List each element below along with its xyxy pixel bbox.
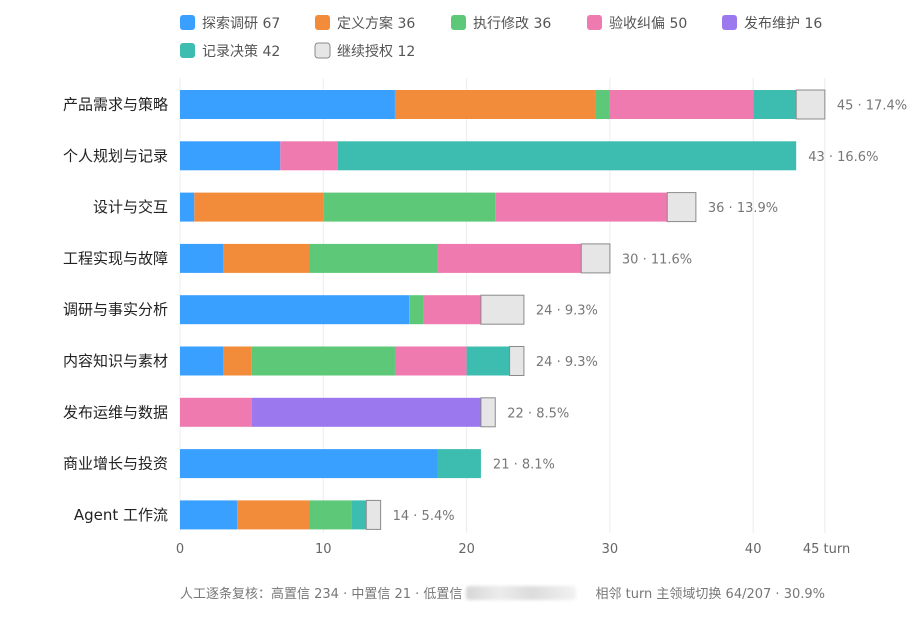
legend-label: 定义方案 36: [337, 15, 415, 32]
category-label: 产品需求与策略: [63, 96, 168, 114]
legend-swatch: [315, 15, 330, 30]
x-tick-label: 20: [458, 542, 475, 557]
total-label: 45 · 17.4%: [837, 99, 907, 114]
bar-segment: [180, 243, 223, 273]
legend-label: 验收纠偏 50: [609, 16, 687, 32]
legend: 探索调研 67 定义方案 36 执行修改 36 验收纠偏 50 发布维护 16 记录决策 …: [180, 15, 822, 60]
legend-swatch: [180, 43, 195, 58]
bar-segment: [180, 449, 438, 479]
bar-segment: [180, 500, 238, 530]
bar-segment: [308, 500, 352, 530]
legend-swatch: [451, 15, 466, 30]
category-label: 工程实现与故障: [63, 249, 168, 267]
legend-swatch: [722, 15, 737, 30]
bar-segment: [466, 346, 510, 376]
total-label: 43 · 16.6%: [808, 150, 878, 165]
category-label: 商业增长与投资: [63, 455, 168, 473]
bar-segment: [180, 141, 281, 171]
bar-segment: [180, 192, 195, 222]
bar-segment: [365, 499, 382, 530]
footer-review-note: 人工逐条复核：高置信 234 · 中置信 21 · 低置信: [180, 583, 577, 602]
legend-label: 执行修改 36: [473, 16, 551, 32]
bar-segment: [437, 243, 582, 273]
bar-segment: [222, 346, 252, 376]
category-label: Agent 工作流: [74, 506, 168, 524]
x-tick-label: 40: [745, 542, 762, 557]
bar-segment: [222, 243, 309, 273]
category-label: 个人规划与记录: [63, 147, 168, 165]
bar-segment: [194, 192, 324, 222]
bar-segment: [509, 346, 525, 376]
bar-segment: [437, 449, 481, 479]
total-label: 22 · 8.5%: [507, 406, 569, 421]
total-label: 24 · 9.3%: [536, 304, 598, 319]
category-label: 发布运维与数据: [63, 403, 168, 421]
bar-segment: [495, 192, 668, 222]
total-label: 30 · 11.6%: [622, 252, 692, 267]
bar-segment: [394, 90, 596, 119]
x-axis-ticks: 0 10 20 30 40 45 turn: [176, 542, 850, 557]
legend-swatch: [587, 15, 602, 30]
total-label: 21 · 8.1%: [493, 458, 555, 473]
legend-swatch: [314, 42, 331, 59]
footer-review-text: 人工逐条复核：高置信 234 · 中置信 21 · 低置信: [180, 587, 463, 602]
total-label: 14 · 5.4%: [393, 509, 455, 524]
bar-segment: [323, 192, 496, 222]
bar-segment: [251, 397, 481, 427]
total-label: 24 · 9.3%: [536, 355, 598, 370]
bar-segment: [180, 397, 252, 427]
bar-segment: [337, 141, 797, 171]
bar-segment: [580, 243, 611, 274]
category-label: 内容知识与素材: [63, 352, 168, 370]
bar-segment: [351, 500, 367, 530]
total-label: 36 · 13.9%: [708, 201, 778, 216]
bar-segment: [180, 295, 410, 325]
legend-swatch: [180, 15, 195, 30]
bar-segment: [423, 295, 481, 325]
bar-segment: [666, 192, 697, 223]
legend-label: 记录决策 42: [202, 43, 280, 60]
legend-label: 发布维护 16: [744, 16, 822, 32]
bar-segment: [753, 90, 797, 119]
total-labels: 45 · 17.4% 43 · 16.6% 36 · 13.9% 30 · 11.6%…: [393, 99, 907, 524]
category-label: 调研与事实分析: [63, 301, 168, 319]
bar-segment: [480, 294, 525, 325]
bar-segment: [394, 346, 467, 376]
legend-label: 探索调研 67: [202, 15, 280, 32]
bar-segment: [251, 346, 395, 376]
redacted-blur: [466, 586, 577, 600]
bar-segment: [237, 500, 309, 530]
bar-segment: [595, 90, 610, 119]
footer-switch-stat: 相邻 turn 主领域切换 64/207 · 30.9%: [595, 587, 825, 602]
bar-segment: [180, 346, 223, 376]
bar-segment: [308, 243, 438, 273]
category-label: 设计与交互: [93, 198, 168, 216]
bar-segment: [480, 397, 496, 428]
legend-label: 继续授权 12: [337, 43, 415, 60]
bar-segment: [409, 295, 424, 325]
bars: [180, 89, 826, 530]
bar-segment: [280, 141, 338, 171]
category-labels: 产品需求与策略个人规划与记录设计与交互工程实现与故障调研与事实分析内容知识与素材…: [63, 96, 168, 524]
x-tick-label: 10: [315, 542, 332, 557]
x-tick-label: 45 turn: [803, 542, 850, 557]
x-tick-label: 30: [602, 542, 619, 557]
bar-segment: [609, 90, 754, 119]
bar-segment: [180, 90, 395, 119]
x-tick-label: 0: [176, 542, 184, 557]
bar-segment: [795, 89, 826, 120]
